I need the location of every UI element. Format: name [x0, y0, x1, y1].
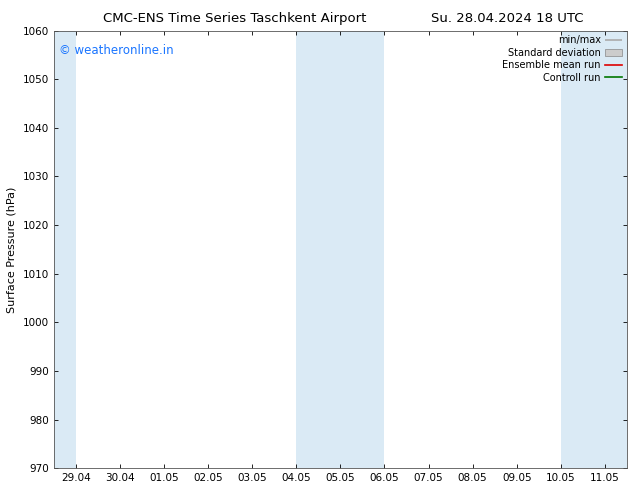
Bar — [54, 30, 75, 468]
Text: © weatheronline.in: © weatheronline.in — [60, 44, 174, 57]
Text: Su. 28.04.2024 18 UTC: Su. 28.04.2024 18 UTC — [431, 12, 583, 25]
Y-axis label: Surface Pressure (hPa): Surface Pressure (hPa) — [7, 186, 17, 313]
Bar — [561, 30, 627, 468]
Legend: min/max, Standard deviation, Ensemble mean run, Controll run: min/max, Standard deviation, Ensemble me… — [502, 35, 622, 83]
Bar — [296, 30, 384, 468]
Text: CMC-ENS Time Series Taschkent Airport: CMC-ENS Time Series Taschkent Airport — [103, 12, 366, 25]
